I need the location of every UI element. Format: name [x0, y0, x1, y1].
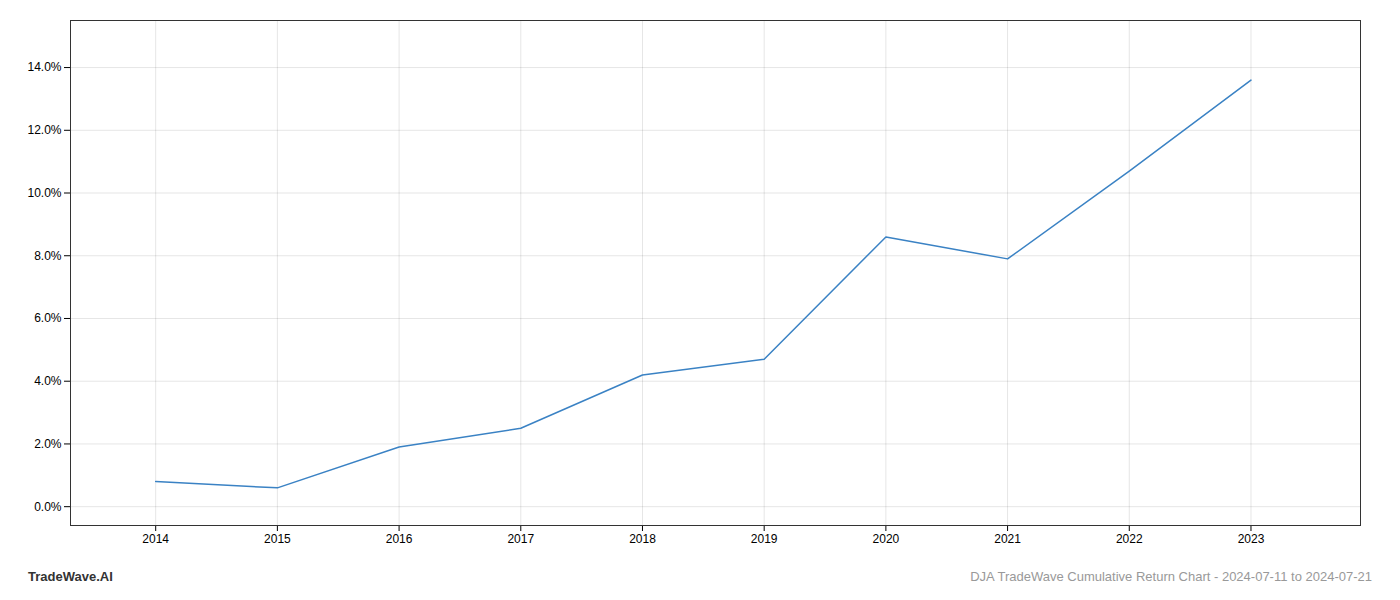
html-text:DJA TradeWave Cumulative Retur: DJA TradeWave Cumulative Return Chart - …: [970, 569, 1372, 584]
svg-text:6.0%: 6.0%: [34, 311, 62, 325]
svg-text:2014: 2014: [142, 532, 169, 546]
svg-text:2021: 2021: [994, 532, 1021, 546]
svg-text:2020: 2020: [873, 532, 900, 546]
svg-text:14.0%: 14.0%: [27, 60, 61, 74]
svg-text:0.0%: 0.0%: [34, 500, 62, 514]
html-text:TradeWave.AI: TradeWave.AI: [28, 569, 113, 584]
svg-text:2015: 2015: [264, 532, 291, 546]
svg-text:2023: 2023: [1238, 532, 1265, 546]
svg-text:2.0%: 2.0%: [34, 437, 62, 451]
svg-text:2019: 2019: [751, 532, 778, 546]
svg-text:4.0%: 4.0%: [34, 374, 62, 388]
svg-text:2016: 2016: [386, 532, 413, 546]
svg-text:8.0%: 8.0%: [34, 249, 62, 263]
svg-text:2018: 2018: [629, 532, 656, 546]
svg-text:2022: 2022: [1116, 532, 1143, 546]
svg-text:2017: 2017: [507, 532, 534, 546]
svg-text:10.0%: 10.0%: [27, 186, 61, 200]
svg-text:12.0%: 12.0%: [27, 123, 61, 137]
